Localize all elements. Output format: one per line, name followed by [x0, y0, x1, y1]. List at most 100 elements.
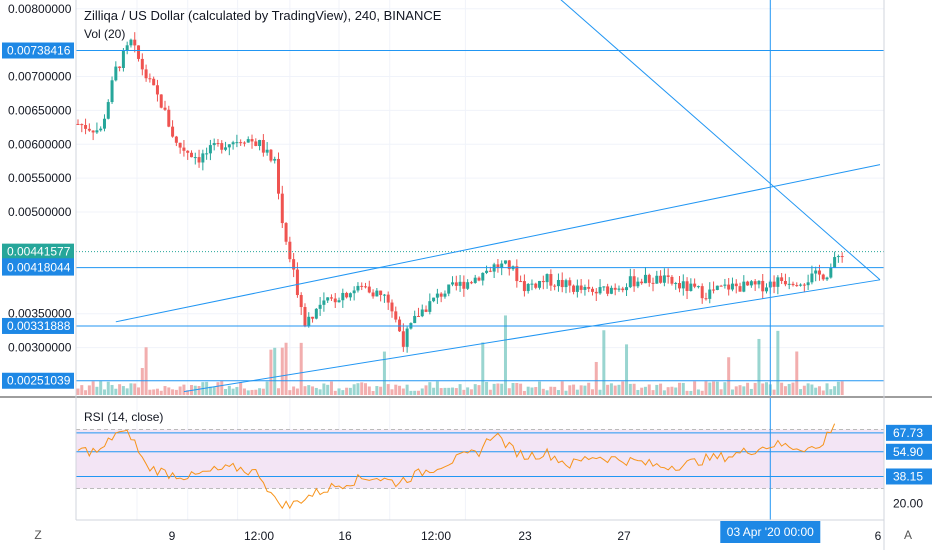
candle-body: [364, 286, 368, 288]
candle-body: [840, 256, 844, 258]
candle-body: [575, 285, 579, 292]
volume-bar: [99, 381, 103, 395]
volume-bar: [428, 382, 432, 395]
candle-body: [477, 277, 481, 281]
time-tick: 12:00: [421, 529, 451, 543]
candle-body: [265, 149, 269, 153]
volume-bar: [746, 382, 750, 395]
price-tick: 0.00300000: [8, 341, 72, 355]
candle-body: [137, 45, 141, 59]
volume-bar: [295, 388, 299, 395]
volume-bar: [587, 382, 591, 395]
candle-body: [647, 274, 651, 283]
candle-body: [670, 276, 674, 284]
volume-bar: [265, 381, 269, 395]
candle-body: [125, 45, 129, 51]
price-marker: [2, 243, 74, 260]
volume-bar: [564, 390, 568, 395]
candle-body: [681, 281, 685, 289]
candle-body: [473, 277, 477, 283]
volume-bar: [507, 388, 511, 395]
candle-body: [564, 280, 568, 288]
candle-body: [428, 301, 432, 312]
volume-bar: [273, 347, 277, 395]
volume-bar: [575, 389, 579, 395]
candle-body: [182, 147, 186, 151]
price-tick: 0.00550000: [8, 171, 72, 185]
candle-body: [337, 300, 341, 303]
candle-body: [765, 287, 769, 292]
rsi-marker: [886, 443, 932, 460]
candle-body: [829, 267, 833, 278]
volume-bar: [556, 390, 560, 395]
candle-body: [772, 281, 776, 287]
volume-bar: [613, 385, 617, 395]
volume-bar: [621, 381, 625, 395]
candle-body: [666, 275, 670, 277]
volume-bar: [821, 390, 825, 395]
candle-body: [715, 285, 719, 290]
volume-bar: [409, 390, 413, 395]
volume-bar: [727, 357, 731, 395]
candle-body: [159, 94, 163, 108]
volume-bar: [549, 386, 553, 395]
candle-body: [114, 66, 118, 81]
volume-bar: [462, 389, 466, 395]
volume-bar: [526, 386, 530, 395]
volume-bar: [420, 388, 424, 395]
volume-bar: [333, 390, 337, 395]
volume-bar: [443, 387, 447, 395]
candle-body: [704, 298, 708, 300]
volume-bar: [602, 330, 606, 395]
volume-bar: [783, 386, 787, 395]
candle-body: [738, 286, 742, 292]
price-marker: [2, 372, 74, 389]
volume-bar: [469, 389, 473, 395]
time-tick: 9: [169, 529, 176, 543]
volume-bar: [670, 386, 674, 395]
price-tick: 0.00500000: [8, 205, 72, 219]
volume-bar: [825, 383, 829, 395]
volume-bar: [261, 388, 265, 395]
volume-bar: [810, 384, 814, 395]
volume-bar: [787, 383, 791, 395]
volume-bar: [666, 387, 670, 395]
rsi-line: [77, 423, 836, 510]
volume-bar: [227, 385, 231, 395]
candle-body: [246, 139, 250, 143]
candle-body: [685, 281, 689, 291]
candle-body: [311, 316, 315, 319]
candle-body: [590, 288, 594, 292]
candle-body: [348, 293, 352, 298]
price-axis: 0.00800000 0.00700000 0.00650000 0.00600000…: [2, 2, 74, 389]
volume-bar: [655, 384, 659, 395]
candle-body: [280, 193, 284, 224]
candle-body: [757, 280, 761, 285]
candle-body: [833, 257, 837, 268]
rsi-band: [76, 429, 884, 489]
volume-bar: [749, 388, 753, 395]
volume-bar: [76, 388, 80, 395]
candle-body: [655, 275, 659, 284]
volume-bar: [91, 381, 95, 395]
a-icon: A: [904, 528, 912, 542]
rsi-label: RSI (14, close): [84, 410, 164, 424]
volume-bar: [220, 381, 224, 395]
volume-bar: [659, 383, 663, 395]
volume-bar: [802, 385, 806, 395]
volume-bar: [712, 381, 716, 395]
volume-bar: [394, 384, 398, 395]
volume-bars: [76, 315, 844, 395]
candle-body: [723, 284, 727, 286]
volume-bar: [700, 390, 704, 395]
candle-body: [167, 109, 171, 127]
volume-bar: [541, 388, 545, 395]
candle-body: [606, 286, 610, 294]
volume-bar: [689, 390, 693, 395]
volume-bar: [375, 386, 379, 395]
candle-body: [258, 140, 262, 146]
volume-bar: [140, 367, 144, 395]
candle-body: [503, 260, 507, 264]
volume-bar: [121, 386, 125, 395]
